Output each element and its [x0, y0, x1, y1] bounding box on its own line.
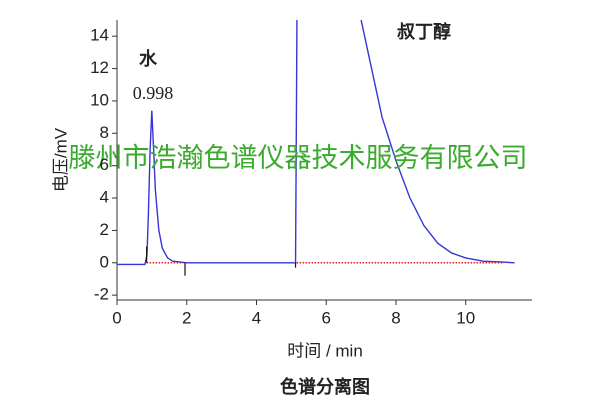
x-axis-label: 时间 / min [287, 341, 363, 360]
x-tick-label: 6 [322, 308, 331, 327]
x-tick-label: 4 [252, 308, 261, 327]
x-tick-label: 10 [456, 308, 475, 327]
annotation: 水 [139, 48, 158, 69]
series-line [117, 20, 515, 266]
y-tick-label: 10 [90, 90, 109, 109]
chart-title: 色谱分离图 [280, 376, 370, 397]
y-tick-label: 14 [90, 26, 109, 45]
plot-area [117, 20, 515, 276]
x-tick-label: 0 [112, 308, 121, 327]
watermark: 滕州市浩瀚色谱仪器技术服务有限公司 [69, 143, 528, 173]
y-tick-label: 8 [100, 123, 109, 142]
annotation: 0.998 [133, 83, 174, 103]
x-tick-label: 2 [182, 308, 191, 327]
x-tick-label: 8 [391, 308, 400, 327]
annotation: 叔丁醇 [397, 21, 451, 42]
y-axis-label: 电压/mV [51, 127, 70, 192]
y-tick-label: -2 [94, 285, 109, 304]
y-tick-label: 2 [100, 220, 109, 239]
y-tick-label: 6 [100, 155, 109, 174]
y-tick-label: 4 [100, 188, 109, 207]
y-tick-label: 12 [90, 58, 109, 77]
y-tick-label: 0 [100, 252, 109, 271]
